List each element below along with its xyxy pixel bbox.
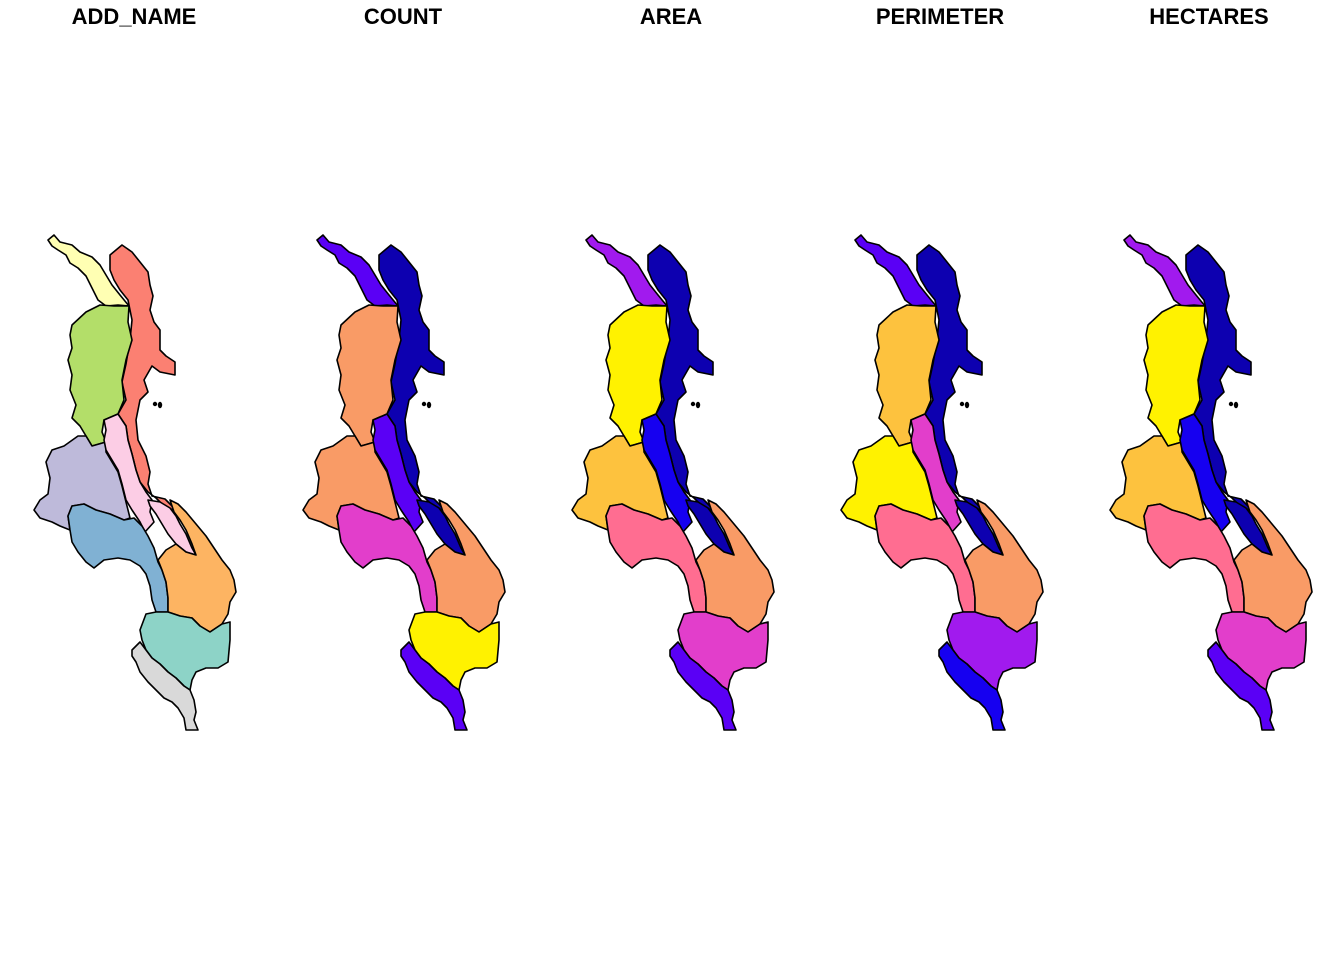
panel-title-count: COUNT (364, 4, 443, 29)
region-lake-strip (641, 413, 693, 533)
panel-title-area: AREA (640, 4, 702, 29)
map-panel-count (302, 234, 506, 731)
region-far-south (938, 641, 1006, 731)
lake-island-1 (959, 401, 965, 407)
lake-island-2 (964, 401, 970, 409)
map-panel-perimeter (840, 234, 1044, 731)
lake-island-1 (1228, 401, 1234, 407)
region-lake-strip (372, 413, 424, 533)
region-lake-strip (910, 413, 962, 533)
lake-island-2 (695, 401, 701, 409)
panel-title-hectares: HECTARES (1149, 4, 1268, 29)
lake-island-2 (426, 401, 432, 409)
region-far-south (131, 641, 199, 731)
panel-title-perimeter: PERIMETER (876, 4, 1004, 29)
region-lake-strip (1179, 413, 1231, 533)
lake-island-1 (690, 401, 696, 407)
lake-island-2 (1233, 401, 1239, 409)
lake-island-1 (421, 401, 427, 407)
lake-island-1 (152, 401, 158, 407)
region-far-south (669, 641, 737, 731)
panel-title-add-name: ADD_NAME (72, 4, 197, 29)
region-far-south (400, 641, 468, 731)
lake-island-2 (157, 401, 163, 409)
region-far-south (1207, 641, 1275, 731)
map-panel-hectares (1109, 234, 1313, 731)
region-lake-strip (103, 413, 155, 533)
map-panel-area (571, 234, 775, 731)
map-panel-add-name (33, 234, 237, 731)
